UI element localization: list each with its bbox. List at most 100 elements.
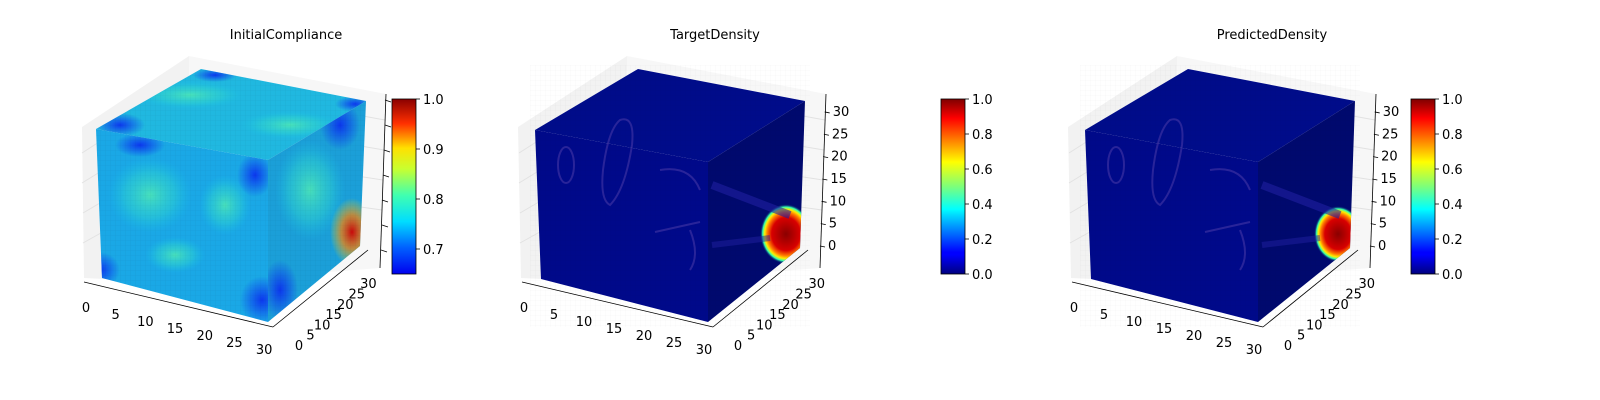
x-tick-label: 5 (1100, 308, 1108, 323)
colorbar-tick-label: 0.0 (1442, 268, 1463, 283)
y-tick-label: 10 (756, 318, 773, 333)
z-tick-label: 30 (1383, 105, 1400, 120)
colorbar (940, 98, 966, 275)
z-tick (819, 245, 826, 248)
z-tick (1370, 223, 1376, 226)
colorbar-tick-label: 0.4 (972, 198, 993, 213)
y-tick-label: 20 (337, 298, 354, 313)
colorbar-tick-label: 0.7 (423, 243, 444, 258)
z-tick (824, 111, 830, 114)
z-tick-label: 15 (830, 172, 847, 187)
x-axis-line (521, 281, 714, 328)
x-tick-label: 15 (1156, 322, 1173, 337)
x-tick-label: 30 (256, 343, 273, 358)
x-tick-label: 0 (82, 301, 90, 316)
x-tick-label: 0 (1070, 301, 1078, 316)
x-tick-labels: 0 5 10 15 20 25 30 (520, 301, 712, 358)
x-tick-label: 30 (1246, 343, 1263, 358)
colorbar (1410, 98, 1436, 275)
x-tick-labels: 0 5 10 15 20 25 30 (82, 301, 273, 358)
cube-target (530, 65, 810, 327)
y-tick-label: 5 (747, 329, 755, 344)
z-tick (820, 223, 826, 226)
z-tick (1373, 156, 1379, 159)
y-tick-label: 0 (734, 339, 742, 354)
z-tick (821, 200, 827, 203)
colorbar-tick-labels: 0.0 0.2 0.4 0.6 0.8 1.0 (1435, 93, 1463, 283)
y-tick-label: 30 (360, 277, 377, 292)
z-tick-labels: 0 5 10 15 20 25 30 (1369, 105, 1400, 254)
z-axis-ticks (380, 99, 392, 253)
y-tick-label: 25 (349, 287, 366, 302)
x-tick-label: 25 (666, 336, 683, 351)
panel-title: InitialCompliance (230, 28, 343, 43)
colorbar-tick-label: 0.9 (423, 143, 444, 158)
colorbar-tick-label: 0.6 (1442, 163, 1463, 178)
y-axis-line (1262, 249, 1359, 328)
colorbar-tick-label: 0.6 (972, 163, 993, 178)
y-tick-label: 5 (306, 329, 314, 344)
z-tick-label: 20 (831, 150, 848, 165)
y-tick-label: 30 (1358, 277, 1375, 292)
z-tick-label: 5 (829, 217, 837, 232)
y-tick-label: 25 (1345, 287, 1362, 302)
x-axis-line (83, 281, 274, 328)
colorbar-tick-label: 0.8 (1442, 128, 1463, 143)
y-tick-label: 15 (1319, 308, 1336, 323)
z-tick-label: 0 (828, 239, 836, 254)
z-axis-line (379, 93, 387, 269)
cube-initial (96, 69, 366, 322)
colorbar-tick-label: 0.8 (972, 128, 993, 143)
y-tick-label: 15 (325, 308, 342, 323)
x-tick-label: 10 (1126, 315, 1143, 330)
x-tick-label: 10 (576, 315, 593, 330)
x-tick-label: 20 (636, 329, 653, 344)
colorbar (391, 98, 417, 275)
z-tick (1372, 178, 1378, 181)
colorbar-tick-label: 1.0 (423, 93, 444, 108)
y-tick-label: 30 (808, 277, 825, 292)
colorbar-tick-label: 0.2 (972, 233, 993, 248)
z-tick-label: 0 (1378, 239, 1386, 254)
panel-title: PredictedDensity (1217, 28, 1328, 43)
z-axis-line (1369, 93, 1377, 269)
colorbar-tick-labels: 0.0 0.2 0.4 0.6 0.8 1.0 (965, 93, 993, 283)
x-tick-label: 0 (520, 301, 528, 316)
z-tick (822, 178, 828, 181)
y-axis-line (712, 249, 809, 328)
z-tick (1371, 200, 1377, 203)
z-tick (823, 156, 829, 159)
z-tick (1374, 111, 1380, 114)
z-tick-label: 10 (830, 194, 847, 209)
y-tick-label: 20 (782, 298, 799, 313)
panel-title: TargetDensity (669, 28, 760, 43)
z-tick (1369, 245, 1376, 248)
z-tick-label: 25 (1382, 127, 1399, 142)
x-tick-label: 25 (226, 336, 243, 351)
colorbar-tick-labels: 0.7 0.8 0.9 1.0 (416, 93, 444, 258)
x-tick-label: 10 (137, 315, 154, 330)
x-tick-label: 15 (606, 322, 623, 337)
y-tick-label: 20 (1332, 298, 1349, 313)
x-tick-label: 30 (696, 343, 713, 358)
z-tick-label: 20 (1381, 150, 1398, 165)
x-tick-label: 25 (1216, 336, 1233, 351)
y-tick-label: 5 (1297, 329, 1305, 344)
z-tick-label: 30 (833, 105, 850, 120)
y-tick-label: 15 (769, 308, 786, 323)
y-tick-label: 10 (314, 318, 331, 333)
x-tick-label: 15 (167, 322, 184, 337)
z-tick-labels: 0 5 10 15 20 25 30 (819, 105, 850, 254)
y-tick-label: 25 (795, 287, 812, 302)
z-tick-label: 15 (1380, 172, 1397, 187)
x-tick-labels: 0 5 10 15 20 25 30 (1070, 301, 1262, 358)
y-axis-line (272, 249, 369, 328)
colorbar-tick-label: 0.0 (972, 268, 993, 283)
y-tick-label: 10 (1306, 318, 1323, 333)
y-tick-label: 0 (1284, 339, 1292, 354)
colorbar-tick-label: 1.0 (1442, 93, 1463, 108)
